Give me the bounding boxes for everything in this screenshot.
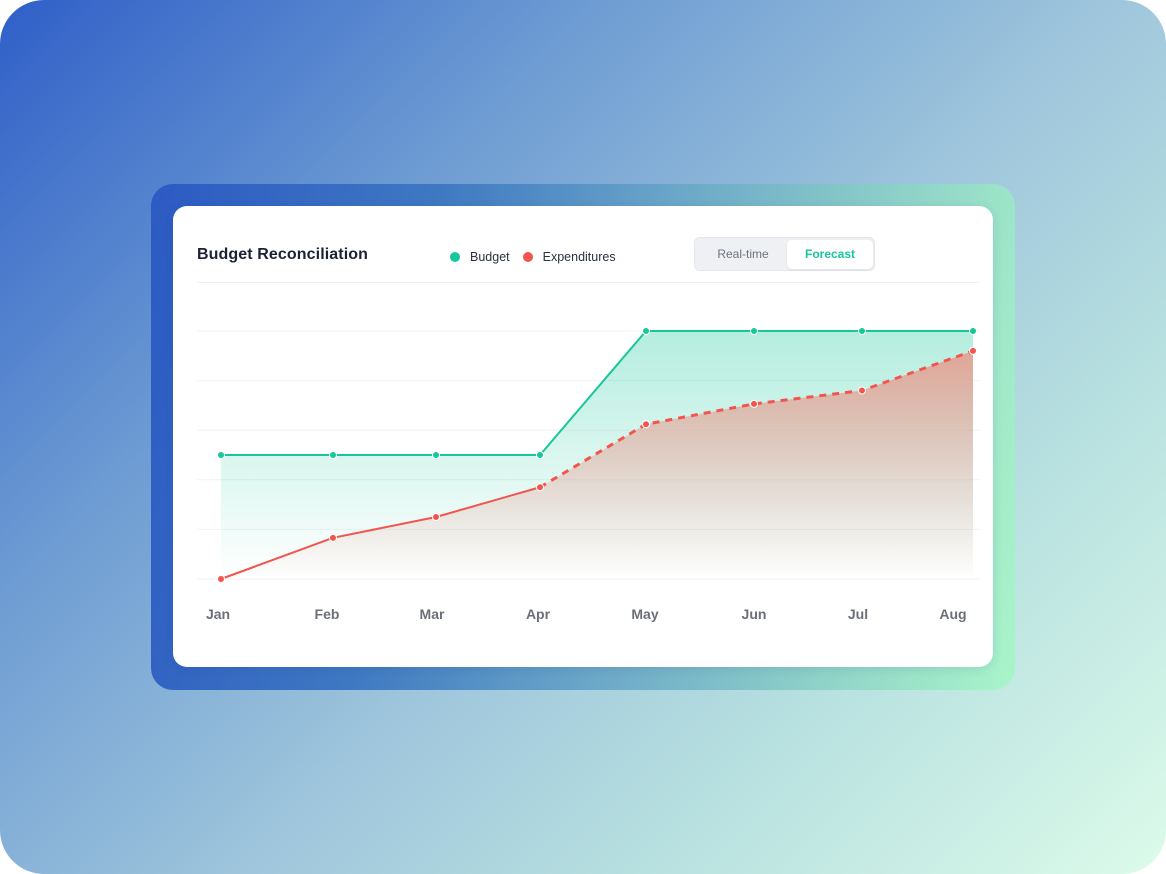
x-tick-apr: Apr — [526, 606, 551, 622]
expenditures-point-feb — [329, 533, 337, 542]
expenditures-point-apr — [536, 483, 544, 492]
toggle-realtime[interactable]: Real-time — [717, 247, 769, 261]
expenditures-line-forecast — [539, 349, 974, 489]
x-tick-jun: Jun — [742, 606, 767, 622]
expenditures-point-mar — [432, 513, 440, 521]
budget-line — [221, 330, 973, 456]
point-layer — [217, 327, 977, 583]
x-tick-jul: Jul — [848, 606, 868, 622]
view-toggle: Real-time Forecast — [694, 237, 875, 271]
budget-point-apr — [536, 451, 544, 459]
budget-point-jan — [217, 451, 225, 459]
x-tick-may: May — [631, 606, 658, 622]
chart-card: Budget Reconciliation Budget Expenditure… — [173, 206, 993, 667]
budget-point-jul — [858, 327, 866, 335]
expenditures-area — [221, 350, 973, 579]
x-tick-jan: Jan — [206, 606, 230, 622]
legend-label-budget: Budget — [470, 250, 510, 264]
legend-item-budget: Budget — [450, 250, 510, 264]
expenditures-point-jul — [858, 386, 866, 395]
budget-point-may — [642, 327, 650, 335]
legend-dot-expenditures — [522, 252, 533, 262]
x-tick-mar: Mar — [420, 606, 445, 622]
chart-legend: Budget Expenditures — [450, 250, 629, 264]
expenditures-point-may — [642, 420, 650, 429]
legend-item-expenditures: Expenditures — [522, 250, 616, 264]
budget-point-feb — [329, 451, 337, 459]
legend-label-expenditures: Expenditures — [542, 250, 616, 264]
budget-point-jun — [750, 327, 758, 335]
toggle-forecast[interactable]: Forecast — [787, 240, 873, 269]
expenditures-point-jun — [750, 399, 758, 408]
x-tick-aug: Aug — [939, 606, 966, 622]
tick-layer: Jan Feb Mar Apr May Jun Jul Aug — [206, 606, 967, 622]
budget-point-mar — [432, 451, 440, 459]
legend-dot-budget — [450, 252, 460, 262]
header-divider — [197, 282, 980, 283]
budget-point-aug — [969, 327, 977, 335]
line-layer — [220, 330, 974, 580]
expenditures-point-aug — [969, 346, 977, 355]
chart-title: Budget Reconciliation — [197, 246, 368, 263]
chart-plot: Jan Feb Mar Apr May Jun Jul Aug — [197, 327, 980, 622]
x-tick-feb: Feb — [315, 606, 340, 622]
expenditures-line-actual — [220, 486, 541, 580]
expenditures-point-jan — [217, 575, 225, 583]
